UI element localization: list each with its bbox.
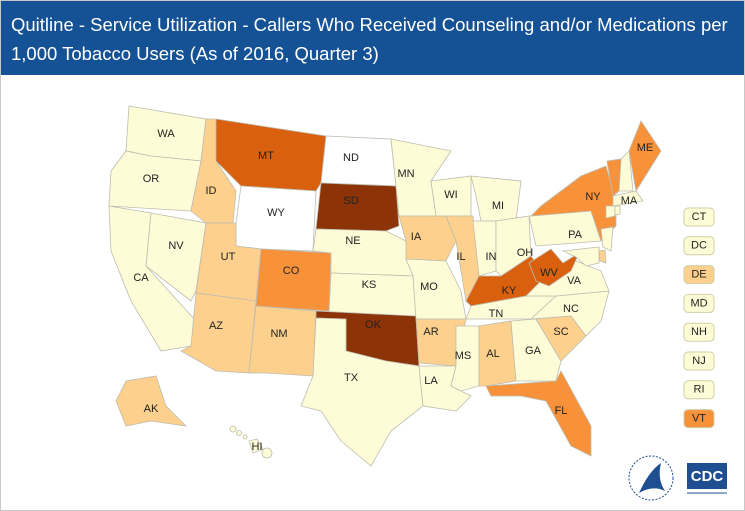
hhs-logo xyxy=(628,455,674,501)
state xyxy=(248,305,317,377)
state xyxy=(528,248,580,287)
state-label: NM xyxy=(270,328,287,340)
legend-box xyxy=(683,293,715,313)
state-label: CO xyxy=(283,265,300,277)
state-label: WY xyxy=(267,207,285,219)
hawaii-island xyxy=(261,447,273,459)
state xyxy=(628,120,662,193)
state-label: WI xyxy=(444,189,457,201)
state-label: GA xyxy=(525,345,542,357)
state xyxy=(470,175,522,222)
legend-box xyxy=(683,322,715,342)
state-label: AZ xyxy=(209,320,223,332)
state-label: MI xyxy=(492,200,504,212)
state xyxy=(528,210,602,247)
state xyxy=(115,375,188,427)
legend-label: DC xyxy=(691,240,707,252)
state xyxy=(485,370,592,457)
legend-label: DE xyxy=(691,269,706,281)
state-label: VA xyxy=(567,275,582,287)
cdc-text: CDC xyxy=(691,468,724,485)
state-label: FL xyxy=(555,405,568,417)
state-label: IN xyxy=(486,251,497,263)
state xyxy=(248,438,264,454)
legend-label: CT xyxy=(692,211,707,223)
cdc-box xyxy=(687,463,727,489)
state-label: WA xyxy=(157,128,175,140)
hhs-ring xyxy=(628,455,674,501)
state-label: OH xyxy=(517,247,534,259)
legend-label: NH xyxy=(691,326,707,338)
state xyxy=(612,190,644,207)
state xyxy=(529,165,617,242)
state xyxy=(478,320,517,387)
state-label: TN xyxy=(489,308,504,320)
small-state-legend: CT DC DE MD NH NJ RI VT xyxy=(683,207,715,429)
state-label: MT xyxy=(258,150,274,162)
state-label: MS xyxy=(455,350,472,362)
state-label: HI xyxy=(252,441,263,453)
state-label: NV xyxy=(168,240,184,252)
state-label: OK xyxy=(365,319,382,331)
state-label: WV xyxy=(540,267,558,279)
state-label: MO xyxy=(420,281,438,293)
state-label: OR xyxy=(143,173,160,185)
state-label: KY xyxy=(502,285,517,297)
state-label: ND xyxy=(343,152,359,164)
state xyxy=(600,226,614,252)
state-label: ME xyxy=(637,142,654,154)
legend-box xyxy=(683,351,715,371)
state-label: AR xyxy=(423,326,438,338)
state xyxy=(561,246,600,267)
state xyxy=(598,249,607,264)
state xyxy=(606,158,622,197)
state-label: NE xyxy=(345,235,360,247)
state-label: IL xyxy=(456,251,465,263)
legend-label: MD xyxy=(690,297,707,309)
state-label: CA xyxy=(133,272,149,284)
hawaii-island xyxy=(236,430,242,436)
state-layer: WA OR CA NV ID MT WY UT AZ CO NM ND SD NE KS OK TX MN IA MO… xyxy=(108,105,662,467)
state-label: SC xyxy=(553,326,568,338)
legend-label: VT xyxy=(692,413,706,425)
hhs-eagle xyxy=(639,463,665,493)
state-label: IA xyxy=(411,231,422,243)
hawaii-island xyxy=(242,434,248,440)
state-label: NC xyxy=(563,303,579,315)
state-label: LA xyxy=(424,375,438,387)
legend-box xyxy=(683,207,715,227)
title-bar: Quitline - Service Utilization - Callers… xyxy=(1,1,744,75)
legend-box xyxy=(683,380,715,400)
state xyxy=(398,215,457,262)
state-label: MN xyxy=(397,168,414,180)
legend-box xyxy=(683,409,715,429)
state-label: AL xyxy=(486,348,499,360)
state-label: NY xyxy=(585,191,601,203)
state-label: AK xyxy=(144,403,159,415)
cdc-logo: CDC xyxy=(687,463,727,494)
state-label: KS xyxy=(362,279,377,291)
state-label: SD xyxy=(343,195,358,207)
legend-label: NJ xyxy=(692,355,705,367)
legend-label: RI xyxy=(694,384,705,396)
state xyxy=(145,212,207,302)
state-label: TX xyxy=(344,372,359,384)
state-label: ID xyxy=(206,185,217,197)
legend-box xyxy=(683,236,715,256)
hawaii-island xyxy=(229,425,237,433)
state-label: MA xyxy=(621,195,638,207)
state xyxy=(180,292,257,374)
state xyxy=(255,248,332,312)
state xyxy=(605,205,616,219)
state xyxy=(315,182,400,232)
state-label: UT xyxy=(221,251,236,263)
state xyxy=(614,205,621,216)
legend-box xyxy=(683,265,715,285)
state-label: PA xyxy=(568,229,583,241)
